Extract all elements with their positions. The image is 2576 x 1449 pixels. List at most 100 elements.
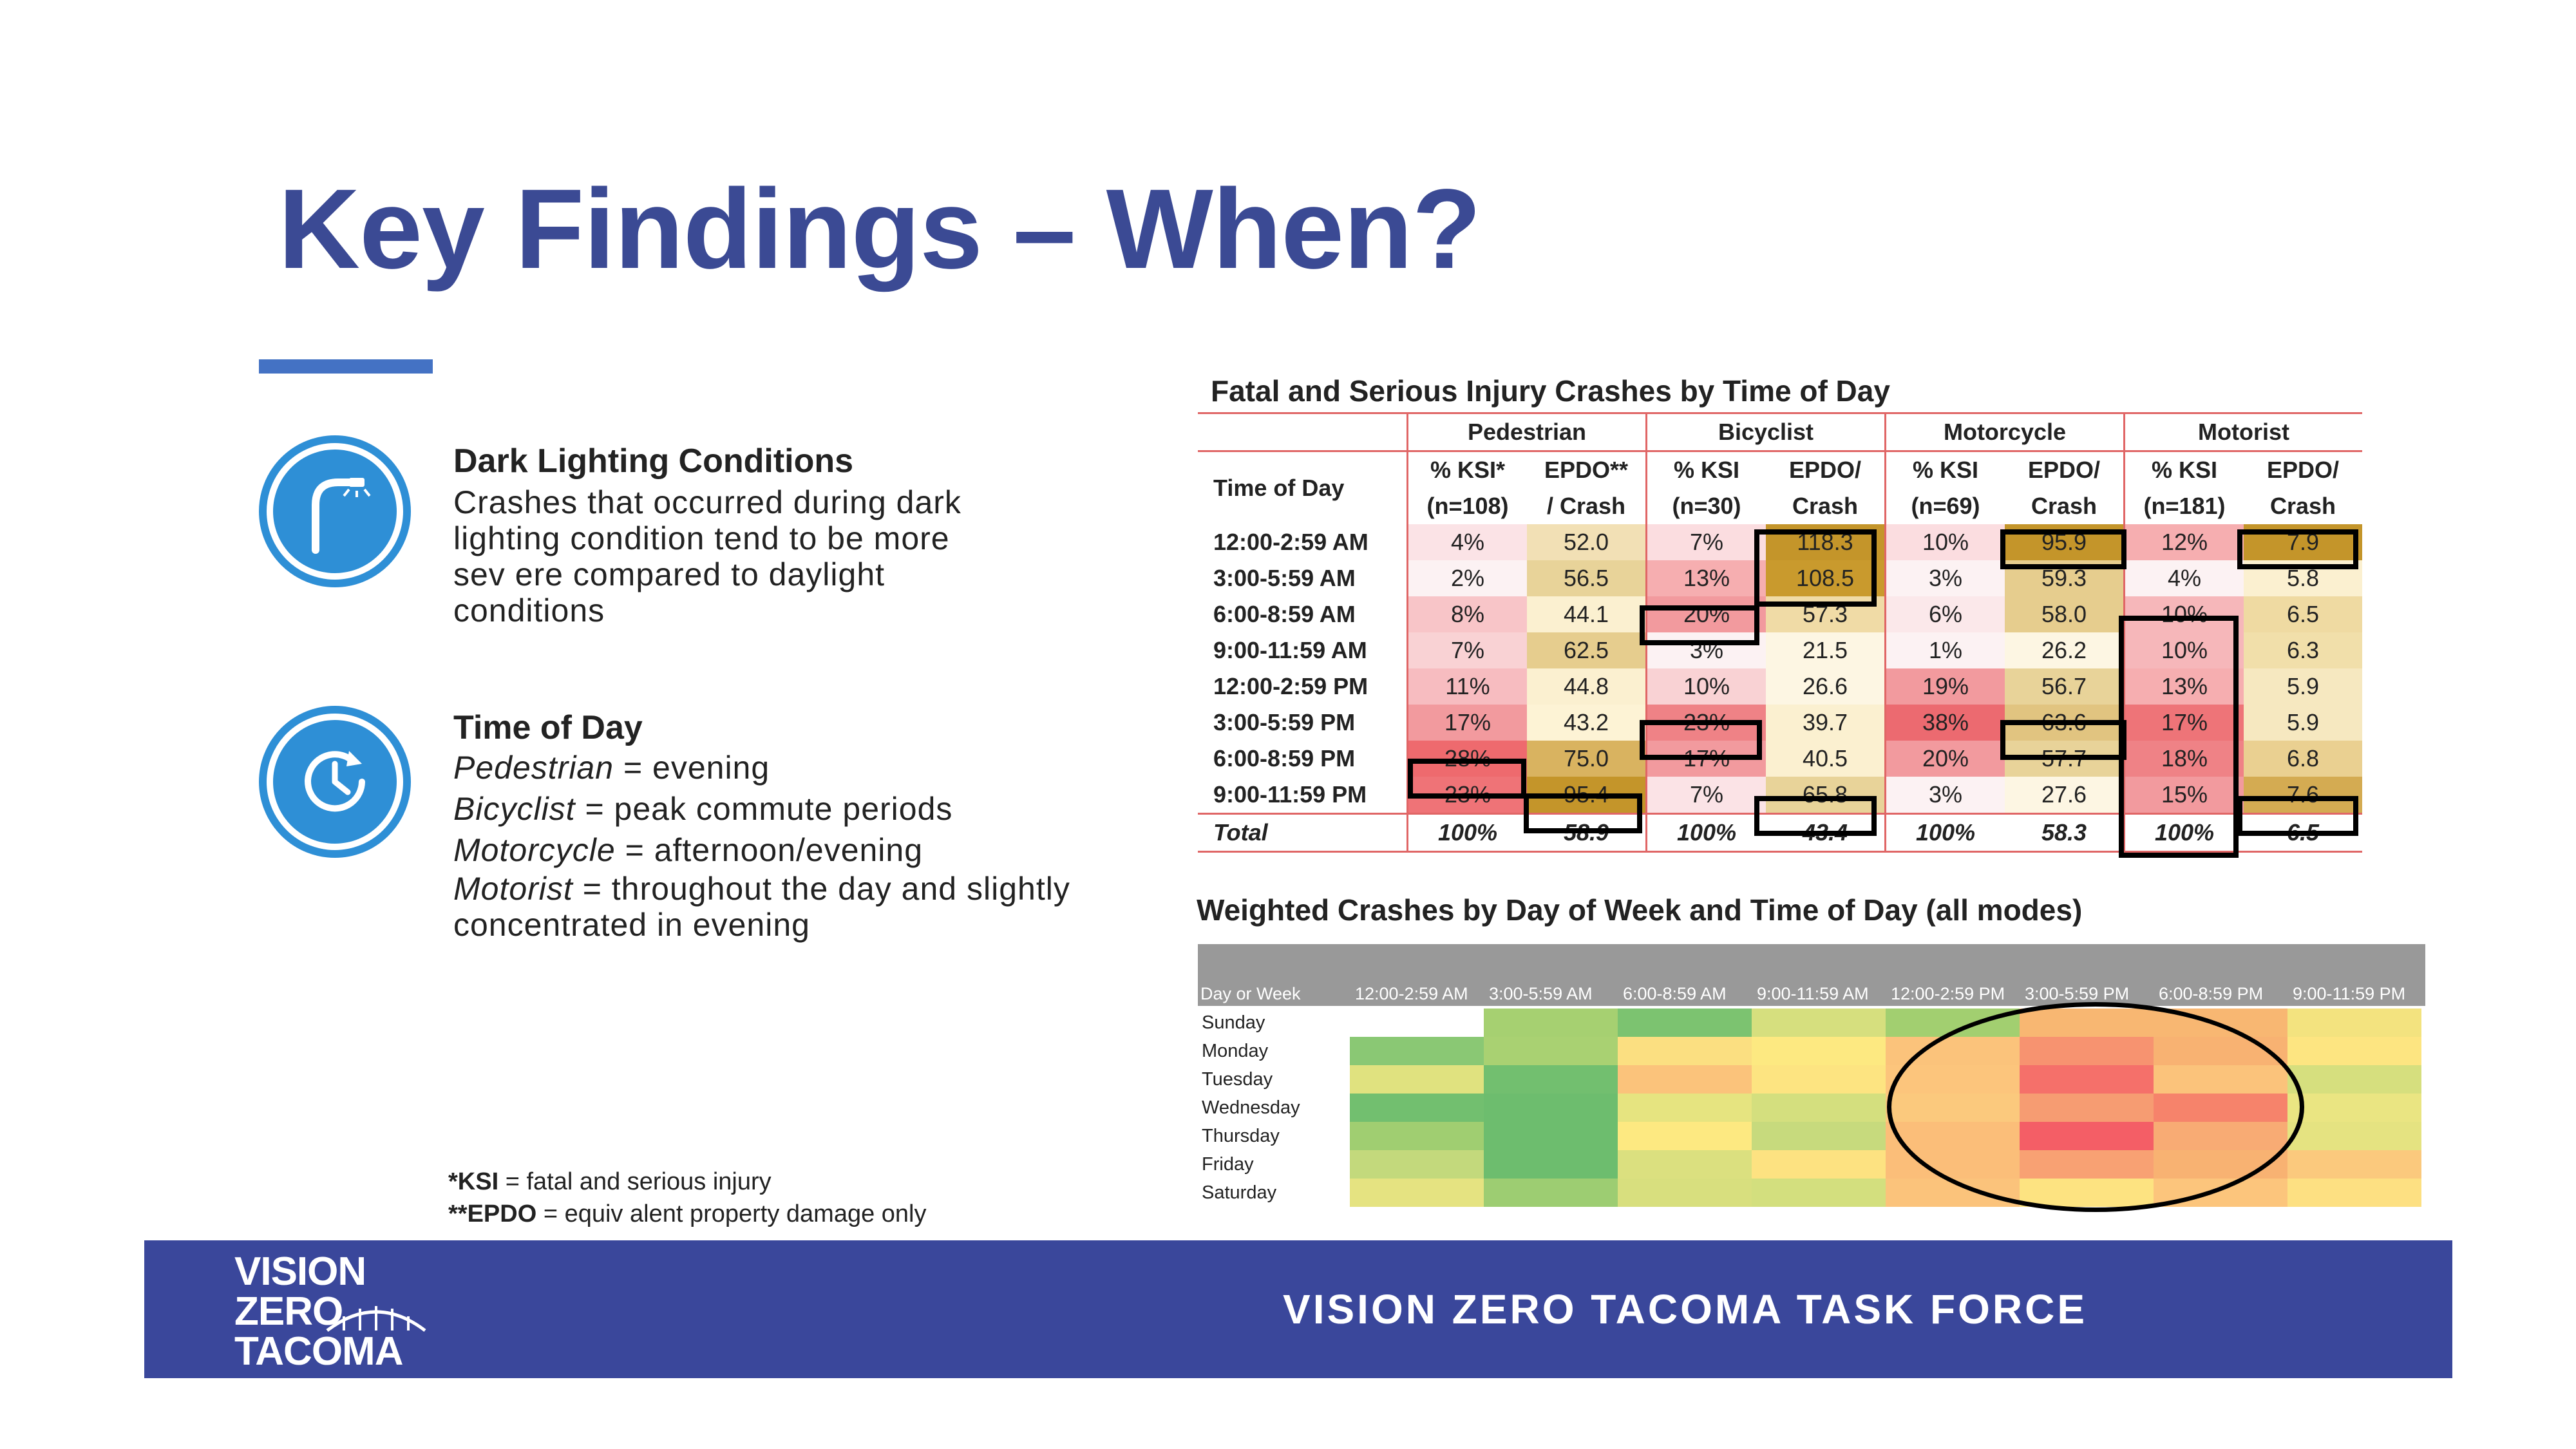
heatmap-cell bbox=[1350, 1179, 1484, 1207]
table-cell: 3% bbox=[1884, 560, 2005, 596]
heatmap-title: Weighted Crashes by Day of Week and Time… bbox=[1197, 893, 2083, 927]
highlight-box bbox=[2119, 616, 2239, 858]
table-cell: 6.3 bbox=[2244, 632, 2362, 668]
table-cell: 15% bbox=[2123, 777, 2244, 814]
heatmap-cell bbox=[1618, 1150, 1752, 1179]
table-row: 9:00-11:59 AM 7% 62.5 3% 21.5 1% 26.2 10% 6.3 bbox=[1198, 632, 2362, 668]
mode-text: = throughout the day and slightly bbox=[573, 871, 1070, 907]
time-label: 12:00-2:59 AM bbox=[1213, 529, 1368, 555]
mode-label: Bicyclist bbox=[453, 791, 576, 827]
heatmap-column-header: 3:00-5:59 AM bbox=[1489, 984, 1593, 1003]
table-row: 12:00-2:59 PM 11% 44.8 10% 26.6 19% 56.7 13% 5.9 bbox=[1198, 668, 2362, 705]
highlight-box bbox=[2237, 796, 2358, 836]
table-cell: 26.6 bbox=[1766, 668, 1886, 705]
highlight-box bbox=[1640, 605, 1759, 645]
group-header: Pedestrian bbox=[1406, 412, 1647, 452]
table-cell: 44.1 bbox=[1527, 596, 1647, 632]
time-label: 12:00-2:59 PM bbox=[1213, 673, 1368, 699]
highlight-box bbox=[2000, 720, 2126, 760]
finding-body-line: conditions bbox=[453, 592, 605, 629]
table-cell: 3% bbox=[1645, 632, 1766, 668]
subheader: EPDO** bbox=[1544, 457, 1629, 483]
subheader: (n=69) bbox=[1884, 488, 2005, 524]
table-cell: 17% bbox=[2123, 705, 2244, 741]
table-cell: 26.2 bbox=[2005, 632, 2125, 668]
total-cell: 100% bbox=[1884, 813, 2005, 853]
table-cell: 1% bbox=[1884, 632, 2005, 668]
empty-cell bbox=[1198, 412, 1408, 452]
table-row: 3:00-5:59 AM 2% 56.5 13% 108.5 3% 59.3 4% 5.8 bbox=[1198, 560, 2362, 596]
heatmap-cell bbox=[1484, 1122, 1618, 1150]
finding-body-dark-lighting: Crashes that occurred during dark lighti… bbox=[453, 484, 1046, 629]
heatmap-day-label: Saturday bbox=[1202, 1182, 1277, 1203]
table-cell: 7% bbox=[1645, 777, 1766, 814]
heatmap-corner-label: Day or Week bbox=[1200, 984, 1301, 1003]
mode-label: Motorist bbox=[453, 871, 573, 907]
heatmap-column-header: 3:00-5:59 PM bbox=[2025, 984, 2130, 1003]
table-subheader: Time of Day % KSI* EPDO** % KSI EPDO/ % KSI EP… bbox=[1198, 451, 2362, 501]
time-label: 9:00-11:59 AM bbox=[1213, 637, 1367, 663]
highlight-box bbox=[1754, 796, 1877, 836]
table-cell: 7% bbox=[1645, 524, 1766, 560]
group-header: Motorcycle bbox=[1884, 412, 2125, 452]
footnote-text: = equiv alent property damage only bbox=[536, 1200, 927, 1227]
heatmap-cell bbox=[2287, 1150, 2421, 1179]
heatmap-cell bbox=[1752, 1150, 1886, 1179]
table-cell: 65.8 bbox=[1766, 777, 1886, 814]
table-cell: 58.0 bbox=[2005, 596, 2125, 632]
subheader: EPDO/ bbox=[2266, 457, 2340, 483]
finding-body-line: lighting condition tend to be more bbox=[453, 520, 950, 556]
table-cell: 40.5 bbox=[1766, 741, 1886, 777]
finding-body-line: sev ere compared to daylight bbox=[453, 556, 886, 592]
heatmap-day-label: Thursday bbox=[1202, 1126, 1280, 1146]
heatmap-cell bbox=[1484, 1150, 1618, 1179]
table-title: Fatal and Serious Injury Crashes by Time… bbox=[1211, 374, 1890, 408]
heatmap-cell bbox=[1350, 1094, 1484, 1122]
subheader: EPDO/ bbox=[2027, 457, 2101, 483]
mode-label: Pedestrian bbox=[453, 750, 614, 786]
subheader: EPDO/ bbox=[1788, 457, 1862, 483]
table-cell: 56.7 bbox=[2005, 668, 2125, 705]
heatmap-cell bbox=[2287, 1037, 2421, 1065]
finding-body-time-of-day: Pedestrian = evening Bicyclist = peak co… bbox=[453, 747, 1097, 943]
table-cell: 38% bbox=[1884, 705, 2005, 741]
subheader: (n=108) bbox=[1406, 488, 1527, 524]
ksi-table: Pedestrian Bicyclist Motorcycle Motorist Tim… bbox=[1198, 412, 2362, 853]
highlight-box bbox=[1524, 793, 1642, 833]
subheader: Crash bbox=[1792, 493, 1859, 519]
heatmap-column-header: 12:00-2:59 PM bbox=[1891, 984, 2005, 1003]
table-row: 6:00-8:59 PM 28% 75.0 17% 40.5 20% 57.7 18% 6.8 bbox=[1198, 741, 2362, 777]
table-cell: 5.9 bbox=[2244, 668, 2362, 705]
heatmap-day-label: Sunday bbox=[1202, 1012, 1265, 1033]
table-cell: 7.6 bbox=[2244, 777, 2362, 814]
table-cell: 17% bbox=[1406, 705, 1527, 741]
footnote-key: **EPDO bbox=[448, 1200, 537, 1227]
heatmap-cell bbox=[2287, 1094, 2421, 1122]
time-label: 6:00-8:59 PM bbox=[1213, 745, 1356, 772]
highlight-oval bbox=[1887, 1002, 2304, 1212]
heatmap-day-label: Monday bbox=[1202, 1041, 1269, 1061]
heatmap-column-header: 9:00-11:59 AM bbox=[1757, 984, 1869, 1003]
table-cell: 10% bbox=[1884, 524, 2005, 560]
table-cell: 13% bbox=[1645, 560, 1766, 596]
finding-heading-time-of-day: Time of Day bbox=[453, 709, 643, 746]
heatmap-cell bbox=[1484, 1065, 1618, 1094]
table-cell: 8% bbox=[1406, 596, 1527, 632]
total-cell: 58.3 bbox=[2005, 813, 2125, 853]
heatmap-cell bbox=[1350, 1065, 1484, 1094]
heatmap-cell bbox=[1618, 1009, 1752, 1037]
table-subheader: (n=108) / Crash (n=30) Crash (n=69) Crash (n=1… bbox=[1198, 488, 2362, 524]
time-label: 6:00-8:59 AM bbox=[1213, 601, 1356, 627]
table-cell: 4% bbox=[2123, 560, 2244, 596]
heatmap-day-label: Tuesday bbox=[1202, 1069, 1273, 1090]
heatmap-header bbox=[1198, 944, 2425, 1006]
total-cell: 100% bbox=[2123, 813, 2244, 853]
footnote-epdo: **EPDO = equiv alent property damage onl… bbox=[448, 1202, 927, 1226]
subheader: % KSI* bbox=[1406, 451, 1527, 488]
total-cell: 100% bbox=[1406, 813, 1527, 853]
subheader: % KSI bbox=[2123, 451, 2244, 488]
table-cell: 39.7 bbox=[1766, 705, 1886, 741]
table-cell: 62.5 bbox=[1527, 632, 1647, 668]
footnote-ksi: *KSI = fatal and serious injury bbox=[448, 1170, 772, 1194]
finding-heading-dark-lighting: Dark Lighting Conditions bbox=[453, 442, 854, 480]
